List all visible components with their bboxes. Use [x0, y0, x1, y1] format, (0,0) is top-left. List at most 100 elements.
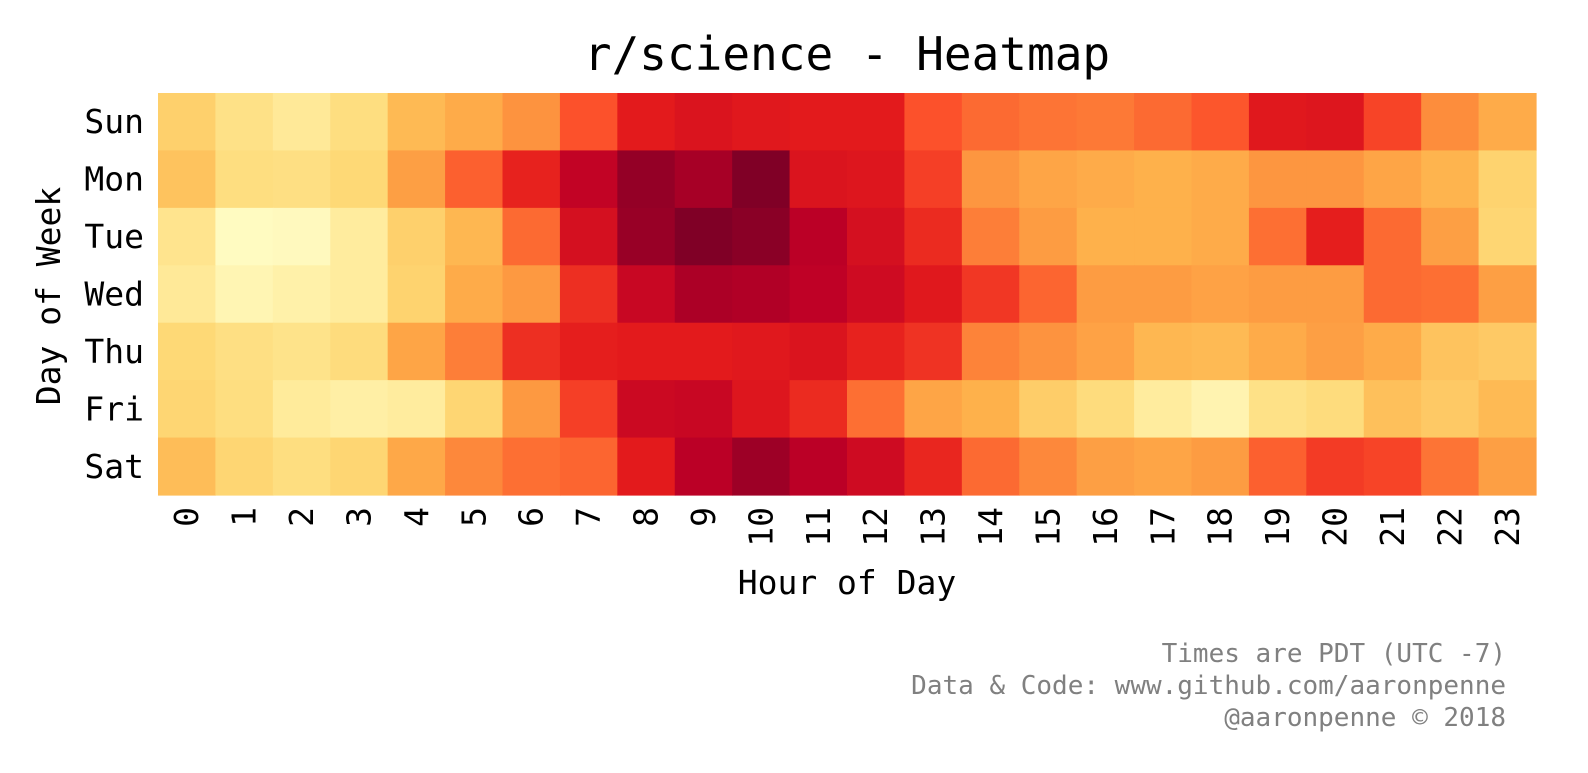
heatmap-cell — [1248, 322, 1307, 381]
heatmap-cell — [1363, 380, 1422, 439]
heatmap-cell — [559, 93, 618, 152]
heatmap-cell — [617, 265, 676, 324]
heatmap-cell — [272, 207, 331, 266]
x-tick-label: 13 — [914, 507, 953, 547]
heatmap-cell — [387, 265, 446, 324]
heatmap-cell — [445, 265, 504, 324]
heatmap-cell — [1478, 150, 1537, 209]
heatmap-cell — [559, 380, 618, 439]
heatmap-cell — [847, 265, 906, 324]
x-tick-label: 2 — [282, 507, 321, 527]
heatmap-cell — [215, 437, 274, 496]
heatmap-cell — [272, 265, 331, 324]
x-tick-labels: 0 1 2 3 4 5 6 7 8 9 10 11 12 13 14 15 16 17 18 19 20 21 22 23 — [167, 507, 1527, 547]
heatmap-cell — [272, 322, 331, 381]
heatmap-cell — [1248, 380, 1307, 439]
footer-copyright: @aaronpenne © 2018 — [1224, 703, 1506, 733]
heatmap-cell — [1134, 265, 1193, 324]
heatmap-cell — [847, 93, 906, 152]
y-tick-labels: Sun Mon Tue Wed Thu Fri Sat — [84, 102, 144, 486]
y-tick-label: Sun — [84, 102, 144, 141]
heatmap-cell — [1421, 93, 1480, 152]
x-tick-label: 3 — [339, 507, 378, 527]
heatmap-cell — [445, 380, 504, 439]
heatmap-cell — [272, 93, 331, 152]
heatmap-cell — [1248, 150, 1307, 209]
x-tick-label: 11 — [799, 507, 838, 547]
heatmap-cell — [272, 437, 331, 496]
heatmap-cell — [904, 150, 963, 209]
heatmap-cell — [387, 207, 446, 266]
x-tick-label: 20 — [1316, 507, 1355, 547]
heatmap-cell — [1478, 265, 1537, 324]
y-tick-label: Sat — [84, 447, 144, 486]
heatmap-cell — [732, 207, 791, 266]
heatmap-cell — [1478, 207, 1537, 266]
heatmap-cell — [1478, 322, 1537, 381]
footer-credits: Times are PDT (UTC -7) Data & Code: www.… — [911, 639, 1506, 733]
heatmap-cell — [789, 322, 848, 381]
heatmap-cell — [732, 93, 791, 152]
heatmap-cell — [1363, 150, 1422, 209]
heatmap-cell — [847, 322, 906, 381]
heatmap-cell — [158, 380, 217, 439]
heatmap-cell — [330, 207, 389, 266]
heatmap-cell — [559, 207, 618, 266]
heatmap-cell — [1191, 265, 1250, 324]
heatmap-cell — [1421, 322, 1480, 381]
heatmap-cell — [215, 265, 274, 324]
heatmap-cell — [1076, 380, 1135, 439]
heatmap-cell — [1306, 437, 1365, 496]
heatmap-cell — [904, 93, 963, 152]
heatmap-cell — [961, 150, 1020, 209]
heatmap-cell — [445, 93, 504, 152]
heatmap-cell — [847, 437, 906, 496]
x-tick-label: 12 — [856, 507, 895, 547]
heatmap-cell — [1076, 150, 1135, 209]
heatmap-cell — [272, 380, 331, 439]
heatmap-cell — [1191, 322, 1250, 381]
heatmap-cell — [789, 437, 848, 496]
heatmap-cell — [1478, 380, 1537, 439]
heatmap-cell — [1421, 437, 1480, 496]
heatmap-cell — [502, 380, 561, 439]
heatmap-cell — [1421, 207, 1480, 266]
x-tick-label: 23 — [1488, 507, 1527, 547]
heatmap-cell — [1306, 150, 1365, 209]
heatmap-cell — [674, 437, 733, 496]
heatmap-cell — [1134, 207, 1193, 266]
heatmap-cell — [961, 322, 1020, 381]
heatmap-cell — [961, 265, 1020, 324]
heatmap-cell — [158, 207, 217, 266]
x-tick-label: 18 — [1201, 507, 1240, 547]
heatmap-cell — [1478, 437, 1537, 496]
heatmap-cell — [1019, 207, 1078, 266]
heatmap-cell — [789, 93, 848, 152]
heatmap-cell — [387, 93, 446, 152]
heatmap-cell — [1306, 207, 1365, 266]
x-tick-label: 22 — [1430, 507, 1469, 547]
heatmap-cell — [1076, 322, 1135, 381]
heatmap-cell — [617, 150, 676, 209]
heatmap-cell — [904, 380, 963, 439]
heatmap-cell — [1421, 380, 1480, 439]
heatmap-cell — [387, 437, 446, 496]
x-tick-label: 8 — [627, 507, 666, 527]
heatmap-cell — [559, 322, 618, 381]
heatmap-cell — [904, 207, 963, 266]
y-tick-label: Tue — [84, 217, 144, 256]
x-tick-label: 19 — [1258, 507, 1297, 547]
heatmap-cell — [502, 207, 561, 266]
heatmap-cell — [961, 93, 1020, 152]
heatmap-cell — [1134, 322, 1193, 381]
heatmap-cell — [789, 265, 848, 324]
heatmap-cell — [1363, 322, 1422, 381]
heatmap-cell — [502, 93, 561, 152]
y-tick-label: Mon — [84, 160, 144, 199]
heatmap-cell — [789, 207, 848, 266]
heatmap-cell — [1019, 265, 1078, 324]
heatmap-cell — [732, 322, 791, 381]
heatmap-cell — [502, 437, 561, 496]
heatmap-cell — [1019, 150, 1078, 209]
